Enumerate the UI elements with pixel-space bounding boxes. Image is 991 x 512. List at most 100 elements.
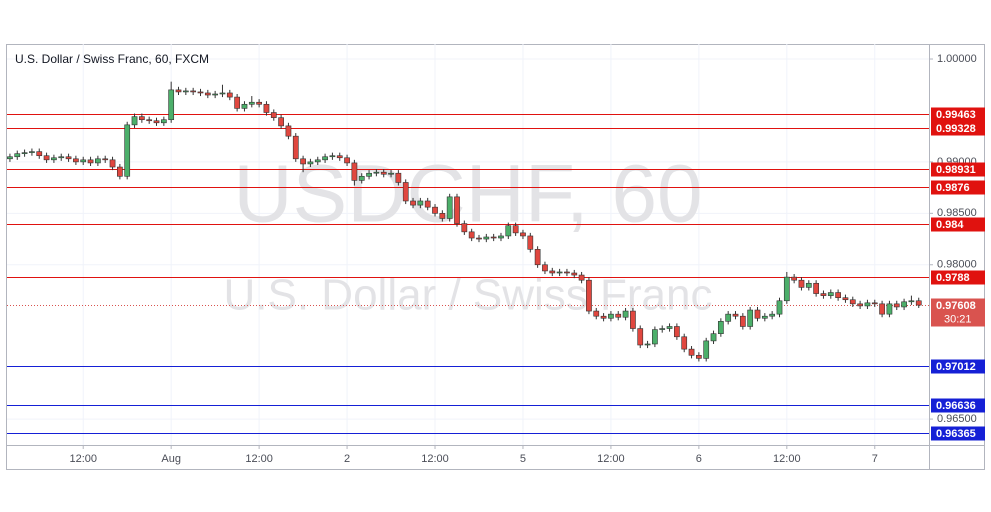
candle-body [256,101,262,105]
x-tick-label: Aug [161,453,181,465]
candle-body [512,225,519,234]
x-tick-label: 7 [872,453,878,465]
candle-body [630,310,636,329]
candle-body [527,235,534,250]
candle-body [864,302,871,307]
candle-body [395,172,402,183]
level-label-box [931,162,985,177]
candle-body [219,92,226,95]
last-price-label: 0.97608 [936,300,976,312]
candle-body [95,158,101,164]
candle-body [783,276,790,302]
level-label: 0.99328 [936,123,976,135]
candle-body [417,200,424,206]
candle-body [182,90,189,93]
x-tick-label: 12:00 [245,453,273,465]
countdown: 30:21 [944,313,972,325]
candle-body [109,159,116,168]
candle-body [652,329,658,345]
x-tick-label: 2 [344,453,350,465]
candle-body [542,264,548,272]
candle-body [432,206,438,214]
level-label-box [931,426,985,441]
chart-title: U.S. Dollar / Swiss Franc, 60, FXCM [15,52,209,66]
candle-body [153,120,160,124]
candle-body [197,91,204,94]
candle-body [446,196,453,219]
level-label: 0.96365 [936,428,976,440]
candle-body [593,310,600,317]
candle-body [468,231,475,239]
candle-body [586,279,592,312]
candle-body [190,90,197,93]
level-label: 0.9876 [936,182,970,194]
candle-body [138,116,145,121]
candle-body [424,200,431,208]
y-tick-label: 0.98000 [937,259,977,271]
levels [7,114,929,434]
candle-body [234,96,240,109]
candle-body [322,156,328,161]
candle-body [776,300,783,315]
x-tick-label: 6 [696,453,702,465]
candle-body [842,297,849,301]
candle-body [915,300,922,306]
candle-body [87,159,94,164]
candle-body [571,272,578,276]
candle-body [703,340,710,359]
candle-body [402,182,409,202]
candle-body [600,315,607,319]
candle-body [65,156,72,160]
candle-body [292,135,299,160]
candle-body [835,292,841,298]
x-tick-label: 12:00 [69,453,97,465]
candle-body [454,196,460,224]
candle-body [314,159,321,163]
level-label: 0.96636 [936,400,976,412]
candle-body [490,236,497,239]
candle-body [241,103,248,109]
candle-body [556,271,563,274]
candle-body [461,223,468,233]
candle-body [300,158,306,165]
candle-body [73,158,79,163]
candle-body [307,161,314,165]
candle-body [549,270,556,274]
x-tick-label: 5 [520,453,526,465]
candle-body [483,236,490,240]
y-tick-label: 0.98500 [937,207,977,219]
candle-body [212,93,219,96]
candle-body [739,315,746,327]
candle-body [29,151,35,153]
candle-body [476,237,482,240]
level-label: 0.97012 [936,361,976,373]
level-label: 0.99463 [936,109,976,121]
candle-body [849,299,856,305]
candle-body [388,172,394,175]
last-price-box [931,298,985,327]
y-tick-label: 0.96500 [937,413,977,425]
level-label: 0.9788 [936,272,970,284]
candle-body [710,333,717,342]
candle-body [805,282,812,288]
candle-body [146,119,153,122]
candle-body [871,302,878,305]
candle-body [666,326,673,329]
candle-body [380,171,387,175]
candle-body [901,301,907,308]
candle-body [278,117,284,127]
candle-body [7,156,13,160]
candle-body [344,157,350,164]
candle-body [608,313,614,319]
candles [7,81,922,362]
level-label-box [931,359,985,374]
candle-body [615,313,622,318]
candle-body [725,313,732,322]
candle-body [761,315,768,319]
candle-body [798,279,805,288]
candle-body [769,313,776,317]
candle-body [168,89,175,121]
level-label: 0.984 [936,219,964,231]
